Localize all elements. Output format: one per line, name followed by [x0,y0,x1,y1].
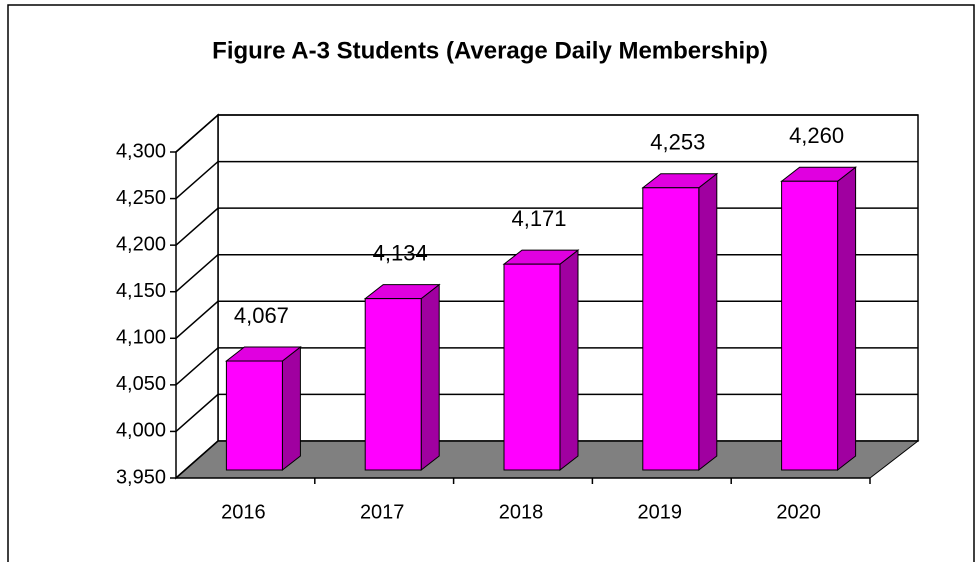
y-tick-label: 4,100 [116,327,166,349]
bar [225,360,283,471]
y-tick-label: 3,950 [116,466,166,488]
x-tick-label: 2018 [499,501,544,523]
bar [642,187,700,471]
bar-side [837,166,857,472]
data-label: 4,171 [511,206,566,231]
bar-side [698,172,718,472]
bar [503,263,561,471]
x-tick-label: 2017 [360,501,405,523]
chart-title: Figure A-3 Students (Average Daily Membe… [212,37,768,64]
grid-line [175,114,918,153]
grid-line [175,160,918,200]
y-tick-label: 4,050 [116,373,166,395]
y-tick-label: 4,150 [116,280,166,302]
bar-side [281,346,301,472]
data-label: 4,067 [234,303,289,328]
y-tick-label: 4,200 [116,233,166,255]
y-tick-label: 4,300 [116,140,166,162]
side-wall [175,113,219,480]
data-label: 4,253 [650,130,705,155]
x-tick-label: 2016 [221,501,266,523]
data-label: 4,260 [789,123,844,148]
bar [364,298,422,471]
x-tick-label: 2019 [638,501,683,523]
bar-side [420,283,440,472]
y-tick-label: 4,000 [116,420,166,442]
data-label: 4,134 [373,240,428,265]
bar-side [559,249,579,472]
bar [781,180,839,471]
x-tick-label: 2020 [776,501,821,523]
y-tick-label: 4,250 [116,187,166,209]
